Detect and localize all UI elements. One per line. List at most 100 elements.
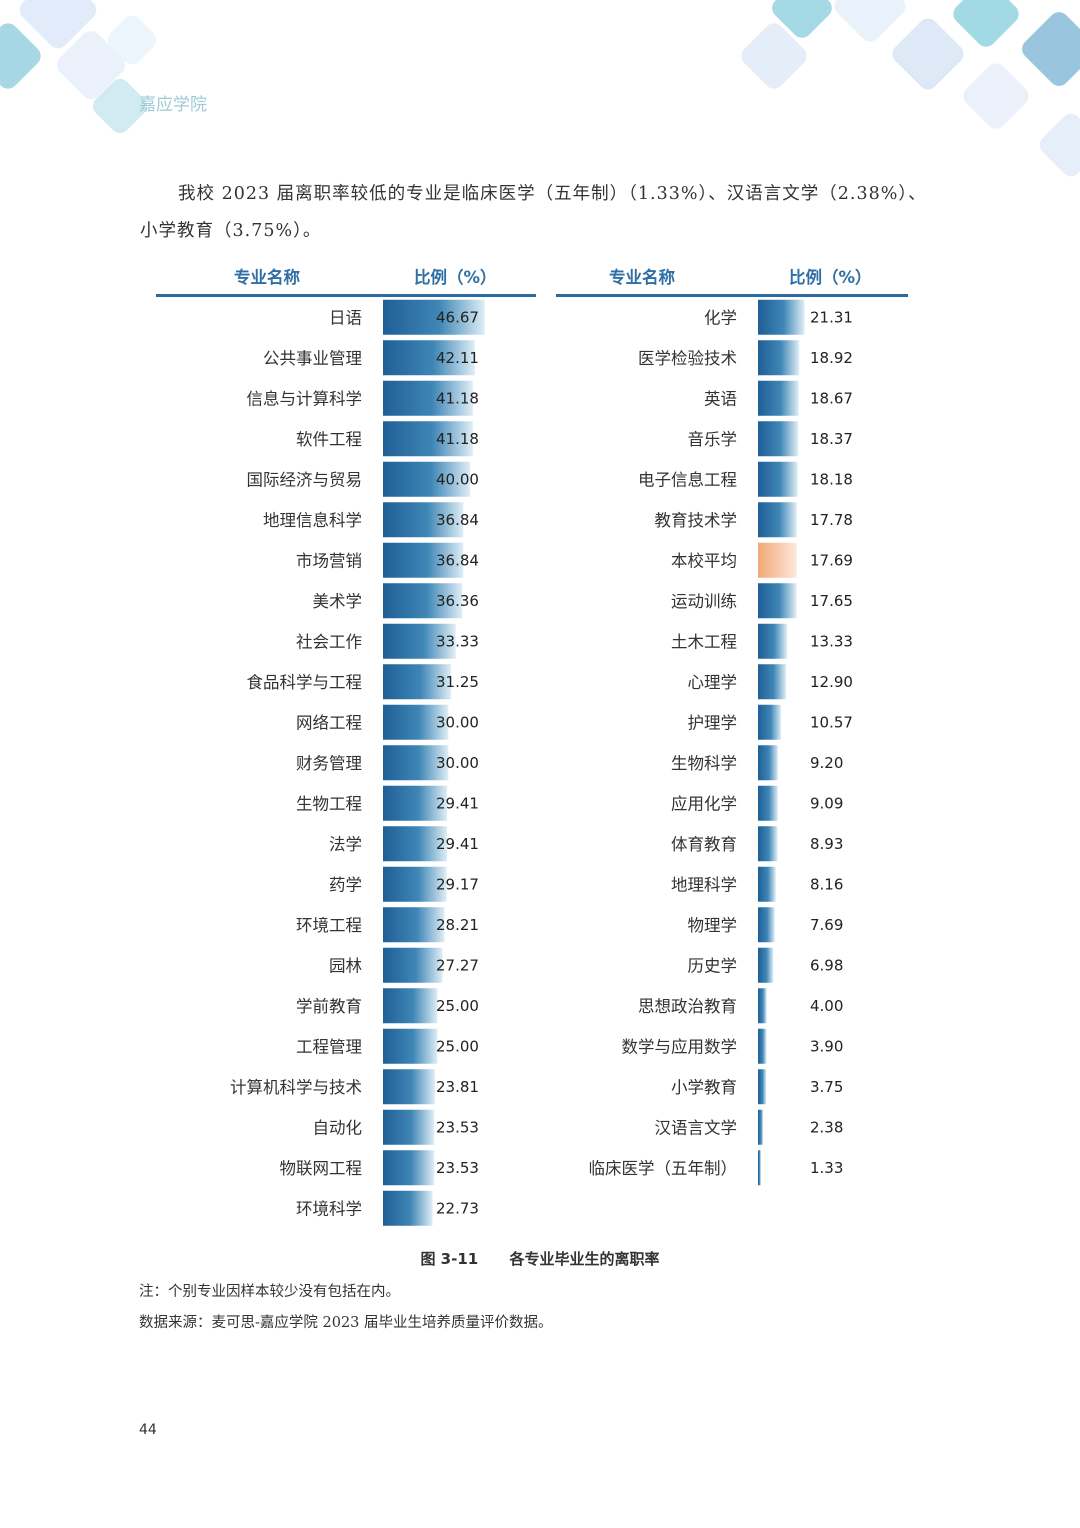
value-label: 36.36 [436,592,479,610]
value-label: 46.67 [436,308,479,326]
value-label: 31.25 [436,673,479,691]
category-label: 电子信息工程 [638,470,737,489]
bar [383,299,485,335]
left-ratio-header: 比例（%） [414,268,497,287]
bar [758,583,797,619]
value-label: 12.90 [810,673,853,691]
figure-caption: 图 3-11 各专业毕业生的离职率 [0,1248,1080,1269]
category-label: 软件工程 [296,430,362,449]
value-label: 42.11 [436,349,479,367]
bar [383,785,448,821]
value-label: 23.53 [436,1159,479,1177]
category-label: 网络工程 [296,713,362,732]
right-ratio-header: 比例（%） [789,268,872,287]
header-rule-right [556,294,908,297]
category-label: 历史学 [688,956,738,975]
category-label: 美术学 [313,592,363,611]
source-text: 数据来源：麦可思-嘉应学院 2023 届毕业生培养质量评价数据。 [139,1315,553,1331]
category-label: 学前教育 [296,997,362,1016]
value-label: 25.00 [436,1037,479,1055]
value-label: 13.33 [810,632,853,650]
category-label: 公共事业管理 [263,349,362,368]
category-label: 小学教育 [671,1078,737,1097]
category-label: 物理学 [688,916,738,935]
value-label: 7.69 [810,916,843,934]
bar [758,1028,767,1064]
bar [758,380,799,416]
bar [383,1069,435,1105]
bar [383,745,449,781]
bar [383,907,445,943]
bar [758,745,779,781]
value-label: 1.33 [810,1159,843,1177]
value-label: 18.37 [810,430,853,448]
value-label: 9.20 [810,754,843,772]
bar [383,340,475,376]
bar [758,907,775,943]
category-label: 财务管理 [296,754,362,773]
category-label: 体育教育 [671,835,737,854]
category-label: 法学 [329,835,362,854]
bar [758,866,776,902]
bar [758,1109,764,1145]
value-label: 17.65 [810,592,853,610]
category-label: 自动化 [313,1118,363,1137]
category-label: 生物科学 [671,754,737,773]
bar [758,1150,761,1186]
bar [758,947,774,983]
figure-title: 各专业毕业生的离职率 [509,1250,660,1268]
left-name-header: 专业名称 [234,268,300,287]
category-label: 工程管理 [296,1037,362,1056]
bar [758,1069,767,1105]
value-label: 29.41 [436,835,479,853]
category-label: 心理学 [688,673,738,692]
bar [383,988,438,1024]
value-label: 3.90 [810,1037,843,1055]
category-label: 思想政治教育 [638,997,737,1016]
category-label: 食品科学与工程 [247,673,363,692]
category-label: 音乐学 [688,430,738,449]
bar [758,340,800,376]
value-label: 8.16 [810,875,843,893]
category-label: 应用化学 [671,794,737,813]
value-label: 18.67 [810,389,853,407]
bar [383,1190,433,1226]
value-label: 29.41 [436,794,479,812]
bar [383,623,456,659]
value-label: 23.53 [436,1118,479,1136]
value-label: 10.57 [810,713,853,731]
category-label: 社会工作 [296,632,362,651]
value-label: 25.00 [436,997,479,1015]
bar [383,1028,438,1064]
category-label: 市场营销 [296,551,362,570]
value-label: 6.98 [810,956,843,974]
bar [758,421,799,457]
value-label: 33.33 [436,632,479,650]
value-label: 41.18 [436,430,479,448]
category-label: 本校平均 [671,551,737,570]
category-label: 生物工程 [296,794,362,813]
category-label: 药学 [329,875,362,894]
category-label: 物联网工程 [280,1159,363,1178]
value-label: 36.84 [436,551,479,569]
average-bar [758,542,797,578]
bar [758,623,788,659]
category-label: 地理信息科学 [263,511,362,530]
bar [383,826,448,862]
category-label: 运动训练 [671,592,737,611]
bar [758,704,782,740]
bar [383,947,443,983]
bar [758,502,797,538]
value-label: 28.21 [436,916,479,934]
bar [383,664,452,700]
bar [758,299,805,335]
value-label: 4.00 [810,997,843,1015]
bar [758,785,778,821]
category-label: 园林 [329,956,363,975]
category-label: 信息与计算科学 [247,389,363,408]
header-rule-left [156,294,536,297]
value-label: 29.17 [436,875,479,893]
bar [383,704,449,740]
value-label: 3.75 [810,1078,843,1096]
